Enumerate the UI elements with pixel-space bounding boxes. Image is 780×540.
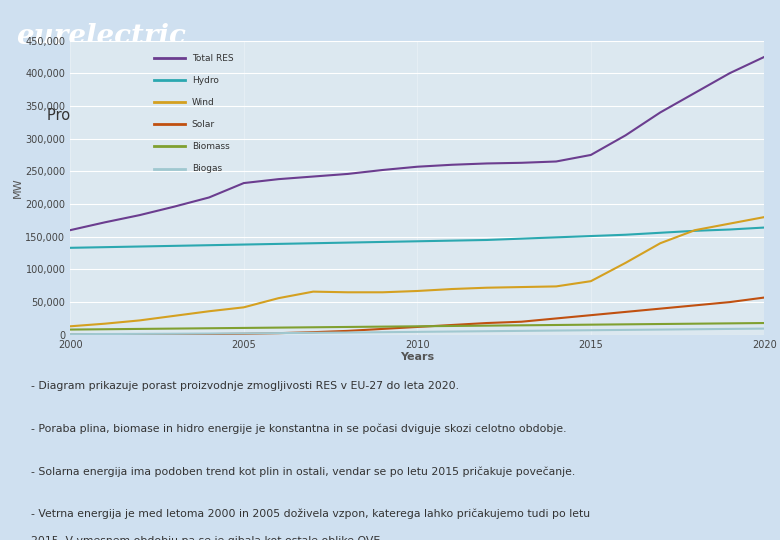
Text: - Solarna energija ima podoben trend kot plin in ostali, vendar se po letu 2015 : - Solarna energija ima podoben trend kot… bbox=[31, 466, 576, 477]
Text: - Diagram prikazuje porast proizvodnje zmogljivosti RES v EU-27 do leta 2020.: - Diagram prikazuje porast proizvodnje z… bbox=[31, 381, 459, 390]
Text: ELECTRICITY FOR EUROPE: ELECTRICITY FOR EUROPE bbox=[144, 65, 235, 71]
Text: Biogas: Biogas bbox=[192, 164, 222, 173]
Text: 2015. V vmesnem obdobju pa se je gibala kot ostale oblike OVE: 2015. V vmesnem obdobju pa se je gibala … bbox=[31, 536, 381, 540]
Text: Proizvodne zmogljivosti RES v EU-27 (MW): Proizvodne zmogljivosti RES v EU-27 (MW) bbox=[47, 108, 357, 123]
Text: Total RES: Total RES bbox=[192, 53, 233, 63]
Text: - Vetrna energija je med letoma 2000 in 2005 doživela vzpon, katerega lahko prič: - Vetrna energija je med letoma 2000 in … bbox=[31, 509, 590, 519]
Y-axis label: MW: MW bbox=[12, 177, 23, 198]
Text: Wind: Wind bbox=[192, 98, 214, 107]
Text: - Poraba plina, biomase in hidro energije je konstantna in se počasi dviguje sko: - Poraba plina, biomase in hidro energij… bbox=[31, 423, 567, 434]
Text: eurelectric: eurelectric bbox=[16, 23, 186, 50]
Text: Solar: Solar bbox=[192, 120, 214, 129]
Text: Hydro: Hydro bbox=[192, 76, 218, 85]
X-axis label: Years: Years bbox=[400, 353, 434, 362]
Text: Biomass: Biomass bbox=[192, 142, 229, 151]
